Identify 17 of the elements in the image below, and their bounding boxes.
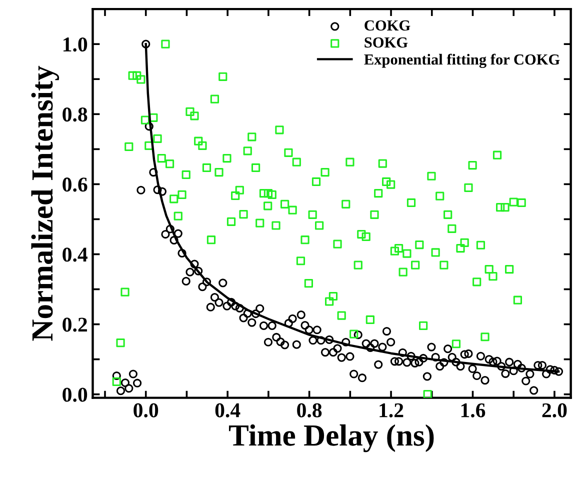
x-tick-label: 1.6 xyxy=(461,403,486,418)
y-tick-label: 0.4 xyxy=(62,248,88,262)
y-tick-label: 0.0 xyxy=(62,388,88,402)
x-axis-title: Time Delay (ns) xyxy=(228,424,434,452)
y-tick-label: 0.6 xyxy=(62,178,88,192)
legend-label: SOKG xyxy=(364,37,408,48)
y-tick-label: 0.8 xyxy=(62,108,88,122)
legend-label: Exponential fitting for COKG xyxy=(364,54,560,68)
legend-label: COKG xyxy=(364,20,410,31)
y-axis-title: Normalized Intensity xyxy=(31,66,60,341)
x-tick-label: 0.0 xyxy=(134,403,158,418)
x-tick-label: 2.0 xyxy=(542,403,567,418)
x-tick-label: 1.2 xyxy=(380,403,404,418)
y-tick-label: 1.0 xyxy=(64,37,88,52)
x-tick-label: 0.4 xyxy=(215,403,240,418)
y-tick-label: 0.2 xyxy=(62,318,87,332)
x-tick-label: 0.8 xyxy=(297,403,322,418)
